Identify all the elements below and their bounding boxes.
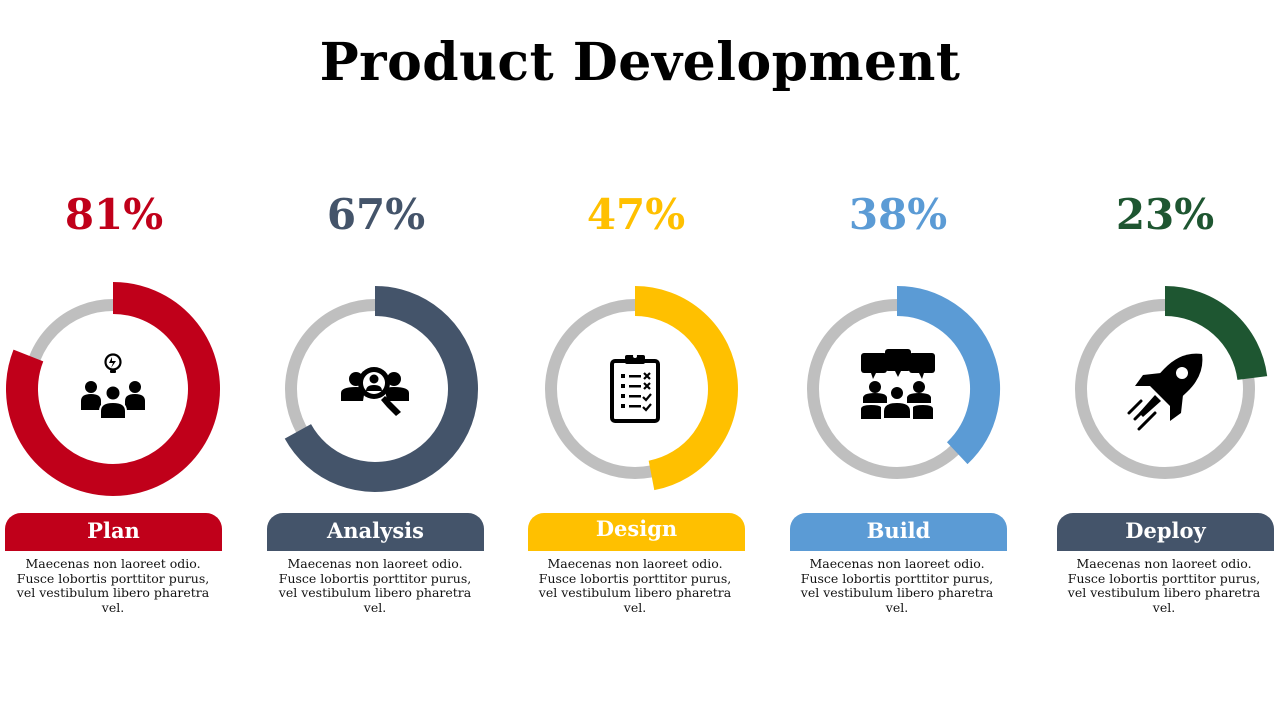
ring-arc-analysis [284, 286, 478, 492]
step-label-text: Design [595, 516, 678, 541]
step-description-design: Maecenas non laoreet odio. Fusce loborti… [538, 556, 732, 615]
page-title: Product Development [319, 32, 961, 93]
percent-label-design: 47% [586, 190, 686, 239]
step-plan: 81% Plan Maecenas non laoreet odio. Fusc… [0, 0, 230, 720]
step-label-build: Build [790, 513, 1007, 551]
step-analysis: 67% Analysis Maecenas non laoreet odio. … [262, 0, 492, 720]
percent-label-analysis: 67% [326, 190, 426, 239]
step-build: 38% Build Maecenas [785, 0, 1015, 720]
ring-plan [3, 279, 223, 499]
step-label-text: Plan [87, 518, 140, 543]
step-description-analysis: Maecenas non laoreet odio. Fusce loborti… [278, 556, 472, 615]
step-label-design: Design [528, 513, 745, 551]
step-label-text: Build [866, 518, 931, 543]
ring-arc-deploy [1164, 286, 1268, 381]
step-label-plan: Plan [5, 513, 222, 551]
step-label-text: Analysis [327, 518, 424, 543]
step-design: 47% [523, 0, 753, 720]
ring-arc-design [634, 286, 738, 491]
clipboard-checklist-icon [610, 354, 660, 423]
step-deploy: 23% Deploy Maecenas non laoreet odio. Fu… [1052, 0, 1280, 720]
ring-track [1075, 299, 1255, 479]
step-description-deploy: Maecenas non laoreet odio. Fusce loborti… [1067, 556, 1261, 615]
ring-design [525, 279, 745, 499]
ring-analysis [265, 279, 485, 499]
ring-build [787, 279, 1007, 499]
step-description-build: Maecenas non laoreet odio. Fusce loborti… [800, 556, 994, 615]
ring-deploy [1055, 279, 1275, 499]
ring-arc-plan [6, 282, 220, 496]
percent-label-build: 38% [848, 190, 948, 239]
team-meeting-icon [861, 349, 935, 420]
team-search-icon [341, 367, 409, 416]
rocket-icon [1127, 353, 1203, 431]
step-description-plan: Maecenas non laoreet odio. Fusce loborti… [16, 556, 210, 615]
percent-label-plan: 81% [64, 190, 164, 239]
step-label-analysis: Analysis [267, 513, 484, 551]
ring-arc-build [896, 286, 1000, 465]
step-label-text: Deploy [1125, 518, 1206, 543]
step-label-deploy: Deploy [1057, 513, 1274, 551]
percent-label-deploy: 23% [1115, 190, 1215, 239]
team-idea-icon [81, 353, 145, 420]
